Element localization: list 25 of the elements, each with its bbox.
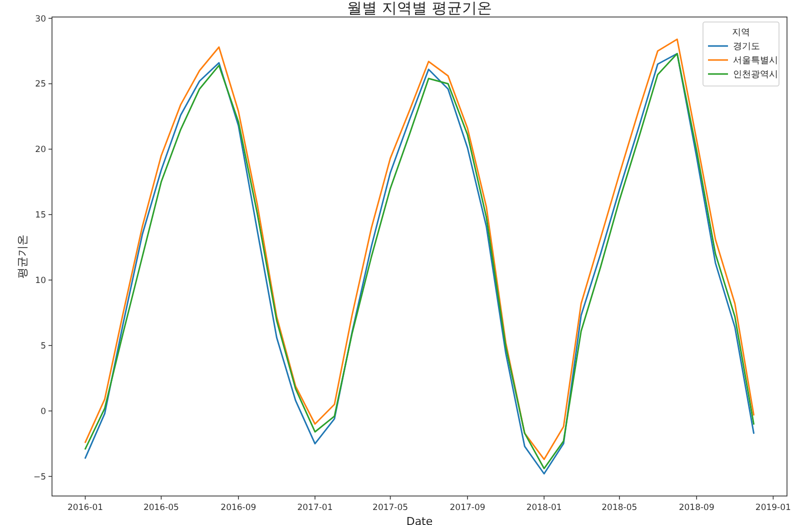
x-tick-label: 2018-05	[602, 503, 638, 513]
x-tick-label: 2019-01	[755, 503, 791, 513]
x-tick-label: 2017-09	[450, 503, 486, 513]
x-tick-label: 2018-09	[678, 503, 714, 513]
x-tick-label: 2016-09	[220, 503, 256, 513]
x-tick-label: 2016-05	[143, 503, 179, 513]
y-axis-title: 평균기온	[16, 234, 29, 278]
x-tick-label: 2018-01	[526, 503, 562, 513]
chart-title: 월별 지역별 평균기온	[347, 0, 492, 17]
x-tick-label: 2017-01	[297, 503, 333, 513]
y-tick-label: 15	[35, 210, 46, 221]
y-tick-label: 20	[35, 145, 46, 156]
legend-title: 지역	[732, 28, 750, 38]
x-tick-label: 2017-05	[372, 503, 408, 513]
y-tick-label: 10	[35, 276, 46, 286]
x-axis-title: Date	[406, 515, 433, 525]
legend-label: 경기도	[733, 42, 760, 52]
legend-label: 인천광역시	[733, 70, 778, 80]
y-tick-label: 0	[40, 406, 46, 417]
x-tick-label: 2016-01	[68, 503, 104, 513]
y-tick-label: 5	[40, 341, 46, 352]
legend-label: 서울특별시	[733, 56, 778, 66]
y-tick-label: 30	[35, 14, 46, 24]
y-tick-label: 25	[35, 80, 46, 90]
y-tick-label: −5	[33, 472, 46, 482]
